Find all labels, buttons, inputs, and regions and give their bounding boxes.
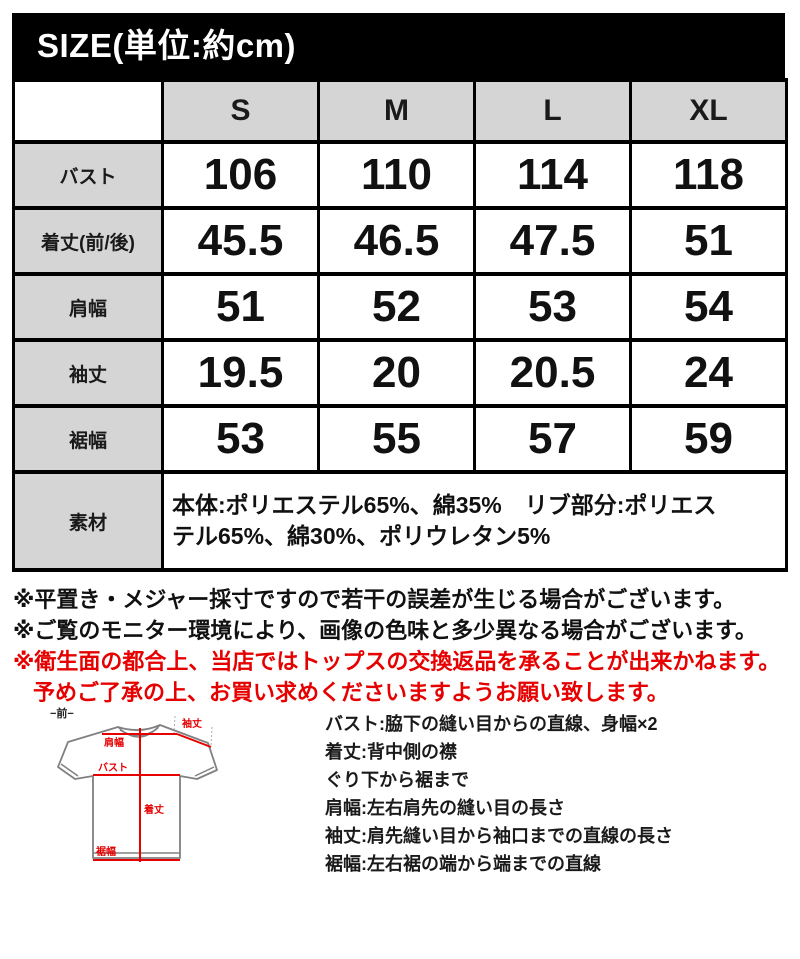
sleeve-s: 19.5 (161, 338, 320, 408)
row-label-shoulder: 肩幅 (12, 272, 164, 342)
front-label: −前− (50, 706, 74, 720)
bust-m: 110 (317, 140, 476, 210)
size-header-l: L (473, 78, 632, 144)
size-header-row: S M L XL (12, 78, 788, 144)
bust-label: バスト (98, 762, 128, 774)
note-measurement: ※平置き・メジャー採寸ですので若干の誤差が生じる場合がございます。 (13, 587, 736, 612)
definitions-section: バスト:脇下の縫い目からの直線、身幅×2 着丈:背中側の襟 ぐり下から裾まで 肩… (325, 710, 673, 878)
size-table-title-text: SIZE(単位:約cm) (37, 27, 297, 64)
shoulder-m: 52 (317, 272, 476, 342)
bust-xl: 118 (629, 140, 788, 210)
definition-length-2: ぐり下から裾まで (325, 770, 469, 790)
table-row-shoulder: 肩幅 51 52 53 54 (12, 272, 788, 342)
shoulder-width-label: 肩幅 (104, 736, 124, 749)
sleeve-l: 20.5 (473, 338, 632, 408)
row-label-hem: 裾幅 (12, 404, 164, 474)
hem-s: 53 (161, 404, 320, 474)
measurement-labels: 肩幅 袖丈 バスト 着丈 裾幅 (96, 717, 202, 858)
row-label-bust: バスト (12, 140, 164, 210)
note-please-accept: 予めご了承の上、お買い求めくださいますようお願い致します。 (33, 680, 669, 705)
body-length-label: 着丈 (143, 803, 164, 816)
definition-shoulder: 肩幅:左右肩先の縫い目の長さ (325, 798, 565, 818)
tshirt-diagram: −前− 肩幅 袖丈 バスト 着丈 (50, 706, 218, 862)
definition-hem: 裾幅:左右裾の端から端までの直線 (325, 854, 601, 874)
corner-cell (12, 78, 164, 144)
definition-bust: バスト:脇下の縫い目からの直線、身幅×2 (325, 714, 658, 734)
row-label-length: 着丈(前/後) (12, 206, 164, 276)
definition-sleeve: 袖丈:肩先縫い目から袖口までの直線の長さ (325, 826, 673, 846)
table-row-hem: 裾幅 53 55 57 59 (12, 404, 788, 474)
sleeve-length-label: 袖丈 (181, 717, 202, 730)
sleeve-xl: 24 (629, 338, 788, 408)
row-label-material: 素材 (12, 470, 164, 572)
size-header-s: S (161, 78, 320, 144)
length-l: 47.5 (473, 206, 632, 276)
table-row-length: 着丈(前/後) 45.5 46.5 47.5 51 (12, 206, 788, 276)
material-text: 本体:ポリエステル65%、綿35% リブ部分:ポリエス テル65%、綿30%、ポ… (161, 470, 788, 572)
hem-xl: 59 (629, 404, 788, 474)
notes-section: ※平置き・メジャー採寸ですので若干の誤差が生じる場合がございます。 ※ご覧のモニ… (13, 584, 780, 708)
note-no-returns: ※衛生面の都合上、当店ではトップスの交換返品を承ることが出来かねます。 (13, 649, 781, 674)
sleeve-m: 20 (317, 338, 476, 408)
row-label-sleeve: 袖丈 (12, 338, 164, 408)
table-row-sleeve: 袖丈 19.5 20 20.5 24 (12, 338, 788, 408)
table-row-material: 素材 本体:ポリエステル65%、綿35% リブ部分:ポリエス テル65%、綿30… (12, 470, 788, 572)
size-table: S M L XL バスト 106 110 114 118 着丈(前/後) 45.… (12, 78, 788, 572)
hem-width-label: 裾幅 (96, 845, 116, 858)
length-m: 46.5 (317, 206, 476, 276)
bust-l: 114 (473, 140, 632, 210)
sleeve-length-line (176, 733, 212, 748)
shoulder-xl: 54 (629, 272, 788, 342)
note-monitor: ※ご覧のモニター環境により、画像の色味と多少異なる場合がございます。 (13, 618, 757, 643)
size-header-m: M (317, 78, 476, 144)
shoulder-l: 53 (473, 272, 632, 342)
size-table-title: SIZE(単位:約cm) (12, 13, 785, 78)
length-xl: 51 (629, 206, 788, 276)
tshirt-outline (57, 724, 218, 859)
table-row-bust: バスト 106 110 114 118 (12, 140, 788, 210)
hem-m: 55 (317, 404, 476, 474)
definition-length-1: 着丈:背中側の襟 (325, 742, 457, 762)
length-s: 45.5 (161, 206, 320, 276)
size-header-xl: XL (629, 78, 788, 144)
shoulder-s: 51 (161, 272, 320, 342)
measurement-lines (93, 728, 212, 862)
hem-l: 57 (473, 404, 632, 474)
bust-s: 106 (161, 140, 320, 210)
sleeve-guide-lines (173, 715, 213, 748)
